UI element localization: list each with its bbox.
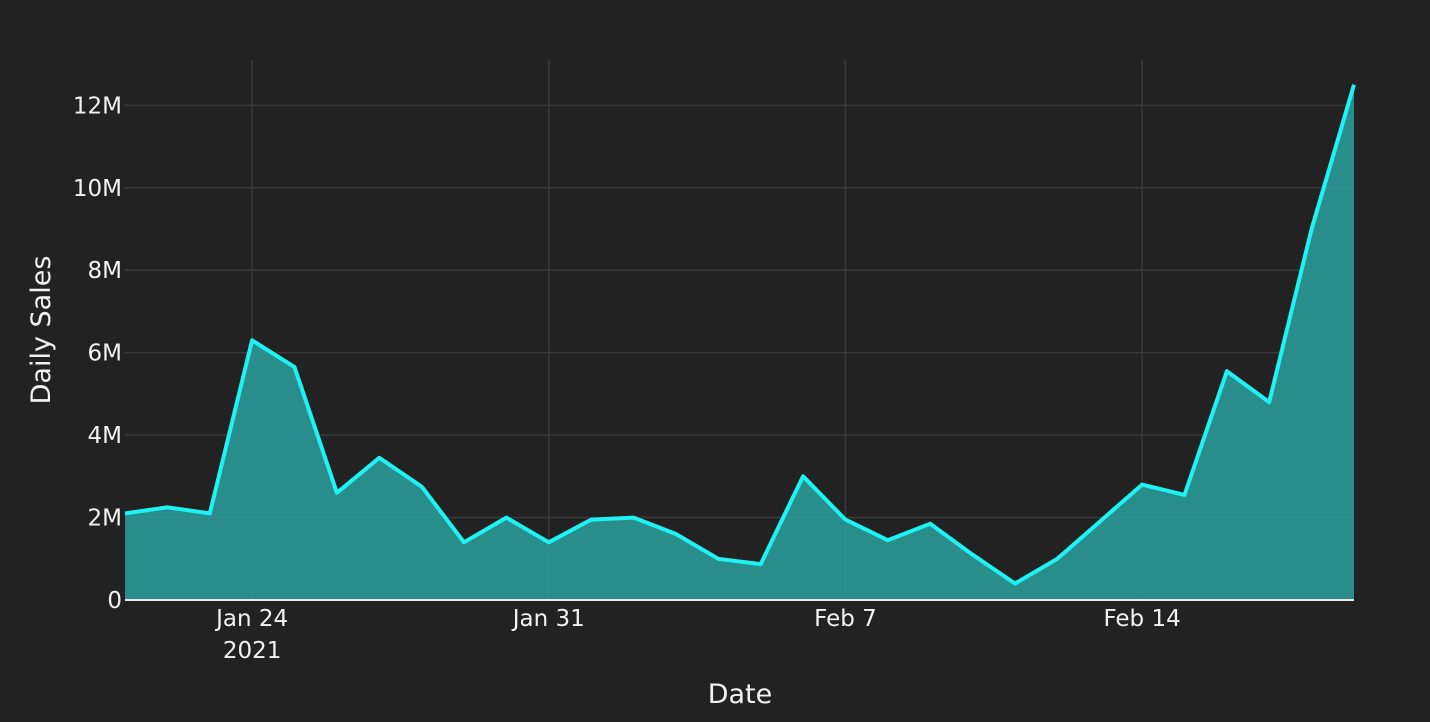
data-point — [843, 518, 847, 522]
data-point — [886, 538, 890, 542]
data-point — [1352, 83, 1356, 87]
y-tick-label: 4M — [88, 423, 122, 449]
x-tick-label: Feb 14 — [1103, 606, 1180, 632]
data-point — [1267, 400, 1271, 404]
data-point — [250, 338, 254, 342]
data-point — [1225, 369, 1229, 373]
data-point — [759, 562, 763, 566]
y-tick-label: 12M — [73, 93, 122, 119]
data-point — [674, 532, 678, 536]
x-axis-title: Date — [708, 679, 773, 710]
data-point — [971, 553, 975, 557]
y-tick-label: 2M — [88, 506, 122, 532]
data-point — [1098, 520, 1102, 524]
data-point — [547, 540, 551, 544]
data-point — [801, 474, 805, 478]
x-tick-label: Jan 24 — [214, 606, 288, 632]
data-point — [462, 540, 466, 544]
data-point — [293, 365, 297, 369]
series-line — [124, 84, 1356, 586]
y-tick-label: 0 — [107, 588, 122, 614]
x-tick-label: Feb 7 — [814, 606, 877, 632]
data-point — [1140, 483, 1144, 487]
data-point — [165, 505, 169, 509]
data-point — [1310, 227, 1314, 231]
y-axis-title: Daily Sales — [26, 256, 57, 405]
data-point — [420, 485, 424, 489]
data-point — [335, 491, 339, 495]
data-point — [928, 522, 932, 526]
y-tick-label: 10M — [73, 176, 122, 202]
data-point — [1055, 557, 1059, 561]
y-tick-labels: 0 2M 4M 6M 8M 10M 12M — [73, 93, 122, 614]
data-point — [377, 456, 381, 460]
data-point — [123, 511, 127, 515]
x-tick-sublabel: 2021 — [223, 638, 282, 664]
data-point — [1182, 493, 1186, 497]
data-point — [716, 557, 720, 561]
y-tick-label: 6M — [88, 341, 122, 367]
x-tick-label: Jan 31 — [511, 606, 585, 632]
data-point — [1013, 582, 1017, 586]
data-point — [208, 511, 212, 515]
x-tick-labels: Jan 24 2021 Jan 31 Feb 7 Feb 14 — [214, 606, 1181, 664]
data-point — [589, 518, 593, 522]
data-point — [504, 516, 508, 520]
y-tick-label: 8M — [88, 258, 122, 284]
area-fill — [125, 84, 1354, 600]
data-point — [632, 516, 636, 520]
